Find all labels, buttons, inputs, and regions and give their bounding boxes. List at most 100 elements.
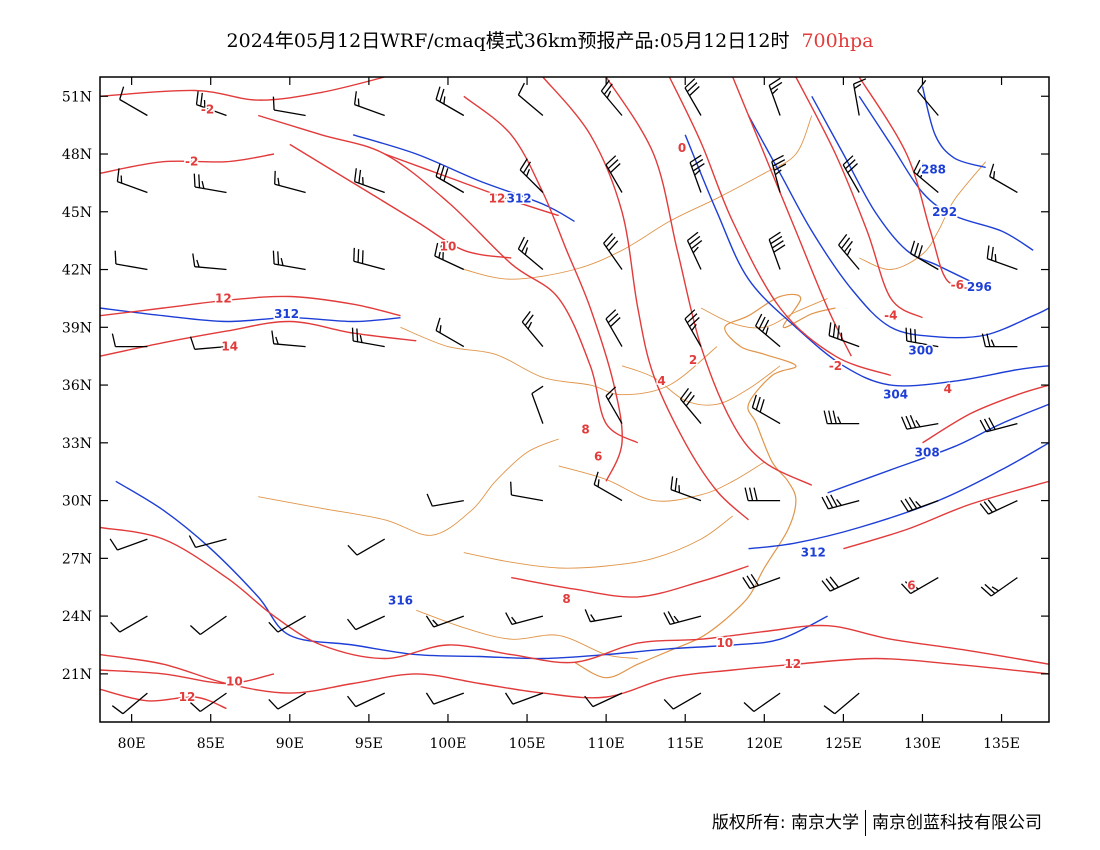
wind-barb (593, 471, 623, 502)
wind-barb (605, 309, 623, 347)
title-main: 2024年05月12日WRF/cmaq模式36km预报产品:05月12日12时 (226, 30, 790, 52)
wind-barb (193, 173, 227, 194)
svg-text:-4: -4 (884, 309, 897, 323)
wind-barb (353, 168, 385, 194)
temperature-contour-0-8 (668, 77, 892, 377)
temperature-label: 12 (214, 290, 234, 307)
geopotential-label: 312 (273, 305, 301, 322)
wind-barbs (109, 77, 1018, 715)
wind-barb (768, 77, 783, 116)
plot-background (100, 77, 1049, 722)
temperature-label: 8 (580, 421, 591, 438)
y-tick-label: 27N (62, 551, 92, 567)
wind-barb (192, 253, 227, 271)
svg-text:4: 4 (944, 382, 952, 396)
svg-text:-2: -2 (185, 155, 198, 169)
wind-barb (584, 692, 623, 708)
province-boundary-6 (621, 365, 781, 406)
contour-labels: 1412121086420-2-4-6-2-246810121012316312… (177, 101, 993, 706)
svg-text:10: 10 (226, 675, 243, 689)
x-tick-label: 120E (746, 736, 783, 752)
y-tick-label: 33N (62, 436, 92, 452)
svg-text:-6: -6 (951, 278, 964, 292)
wind-barb (605, 155, 623, 193)
wind-barb (905, 327, 939, 348)
copyright-footer: 版权所有: 南京大学 南京创蓝科技有限公司 (712, 808, 1042, 836)
svg-text:12: 12 (489, 191, 506, 205)
x-tick-label: 115E (667, 736, 704, 752)
temperature-label: 8 (561, 590, 572, 607)
geopotential-label: 316 (386, 592, 414, 609)
temperature-contour--4-10 (795, 77, 923, 319)
wind-barb (901, 415, 939, 430)
wind-barb (195, 91, 227, 117)
temperature-label: 4 (942, 380, 953, 397)
temperature-label: -2 (184, 153, 200, 170)
temperature-label: 10 (225, 673, 245, 690)
temperature-label: 2 (687, 352, 698, 369)
svg-text:292: 292 (932, 205, 957, 219)
svg-text:312: 312 (801, 546, 826, 560)
wind-barb (771, 154, 787, 193)
svg-text:12: 12 (215, 291, 232, 305)
temperature-contour-12-2 (384, 153, 559, 217)
wind-barb (917, 79, 939, 116)
province-boundary-8 (859, 161, 987, 270)
geopotential-contour-312-2 (352, 134, 575, 223)
x-tick-label: 125E (825, 736, 862, 752)
svg-text:10: 10 (440, 239, 457, 253)
svg-text:304: 304 (883, 388, 908, 402)
title-level: 700hpa (801, 30, 874, 52)
temperature-label: -2 (827, 357, 843, 374)
wind-barb (901, 577, 939, 595)
svg-text:6: 6 (594, 449, 602, 463)
coastline (574, 293, 836, 679)
y-tick-label: 39N (62, 320, 92, 336)
svg-text:-2: -2 (829, 359, 842, 373)
temperature-label: 12 (783, 656, 803, 673)
temperature-contour--2-12 (100, 77, 385, 101)
wind-barb (434, 242, 465, 271)
wind-barb (743, 692, 781, 713)
wind-barb (425, 692, 465, 705)
wind-barb (346, 692, 385, 708)
wind-barb (768, 231, 786, 270)
wind-barb (663, 611, 702, 626)
wind-barb (505, 612, 544, 626)
wind-barb (268, 615, 306, 633)
wind-barb (272, 250, 306, 271)
geopotential-label: 296 (965, 278, 993, 295)
temperature-label: 12 (487, 190, 507, 207)
wind-barb (435, 163, 465, 194)
svg-text:14: 14 (221, 340, 238, 354)
wind-barb (510, 481, 544, 502)
wind-barb (821, 576, 860, 592)
wind-barb (852, 78, 867, 116)
temperature-label: -4 (883, 307, 899, 324)
temperature-contour-4-6 (542, 77, 749, 521)
y-tick-label: 42N (62, 263, 92, 279)
svg-text:2: 2 (689, 353, 697, 367)
wind-barb (684, 78, 702, 116)
wind-barb (605, 386, 623, 424)
province-boundary-0 (463, 115, 813, 280)
svg-text:10: 10 (716, 636, 733, 650)
wind-barb (986, 245, 1018, 271)
x-tick-label: 95E (355, 736, 383, 752)
wind-barb (603, 232, 623, 270)
svg-text:288: 288 (921, 162, 946, 176)
wind-barb (116, 168, 148, 194)
temperature-label: 10 (715, 635, 735, 652)
wind-barb (189, 615, 227, 636)
wind-barb (981, 333, 1018, 348)
wind-barb (821, 494, 860, 510)
geopotential-contours (100, 86, 1049, 660)
wind-barb (426, 493, 464, 507)
geopotential-contour-292-8 (858, 95, 1034, 251)
wind-barb (744, 487, 781, 502)
x-tick-label: 85E (197, 736, 225, 752)
temperature-label: 12 (177, 689, 197, 706)
wind-barb (823, 410, 860, 425)
province-boundary-1 (400, 326, 718, 396)
geopotential-contour-316-0 (115, 480, 828, 660)
